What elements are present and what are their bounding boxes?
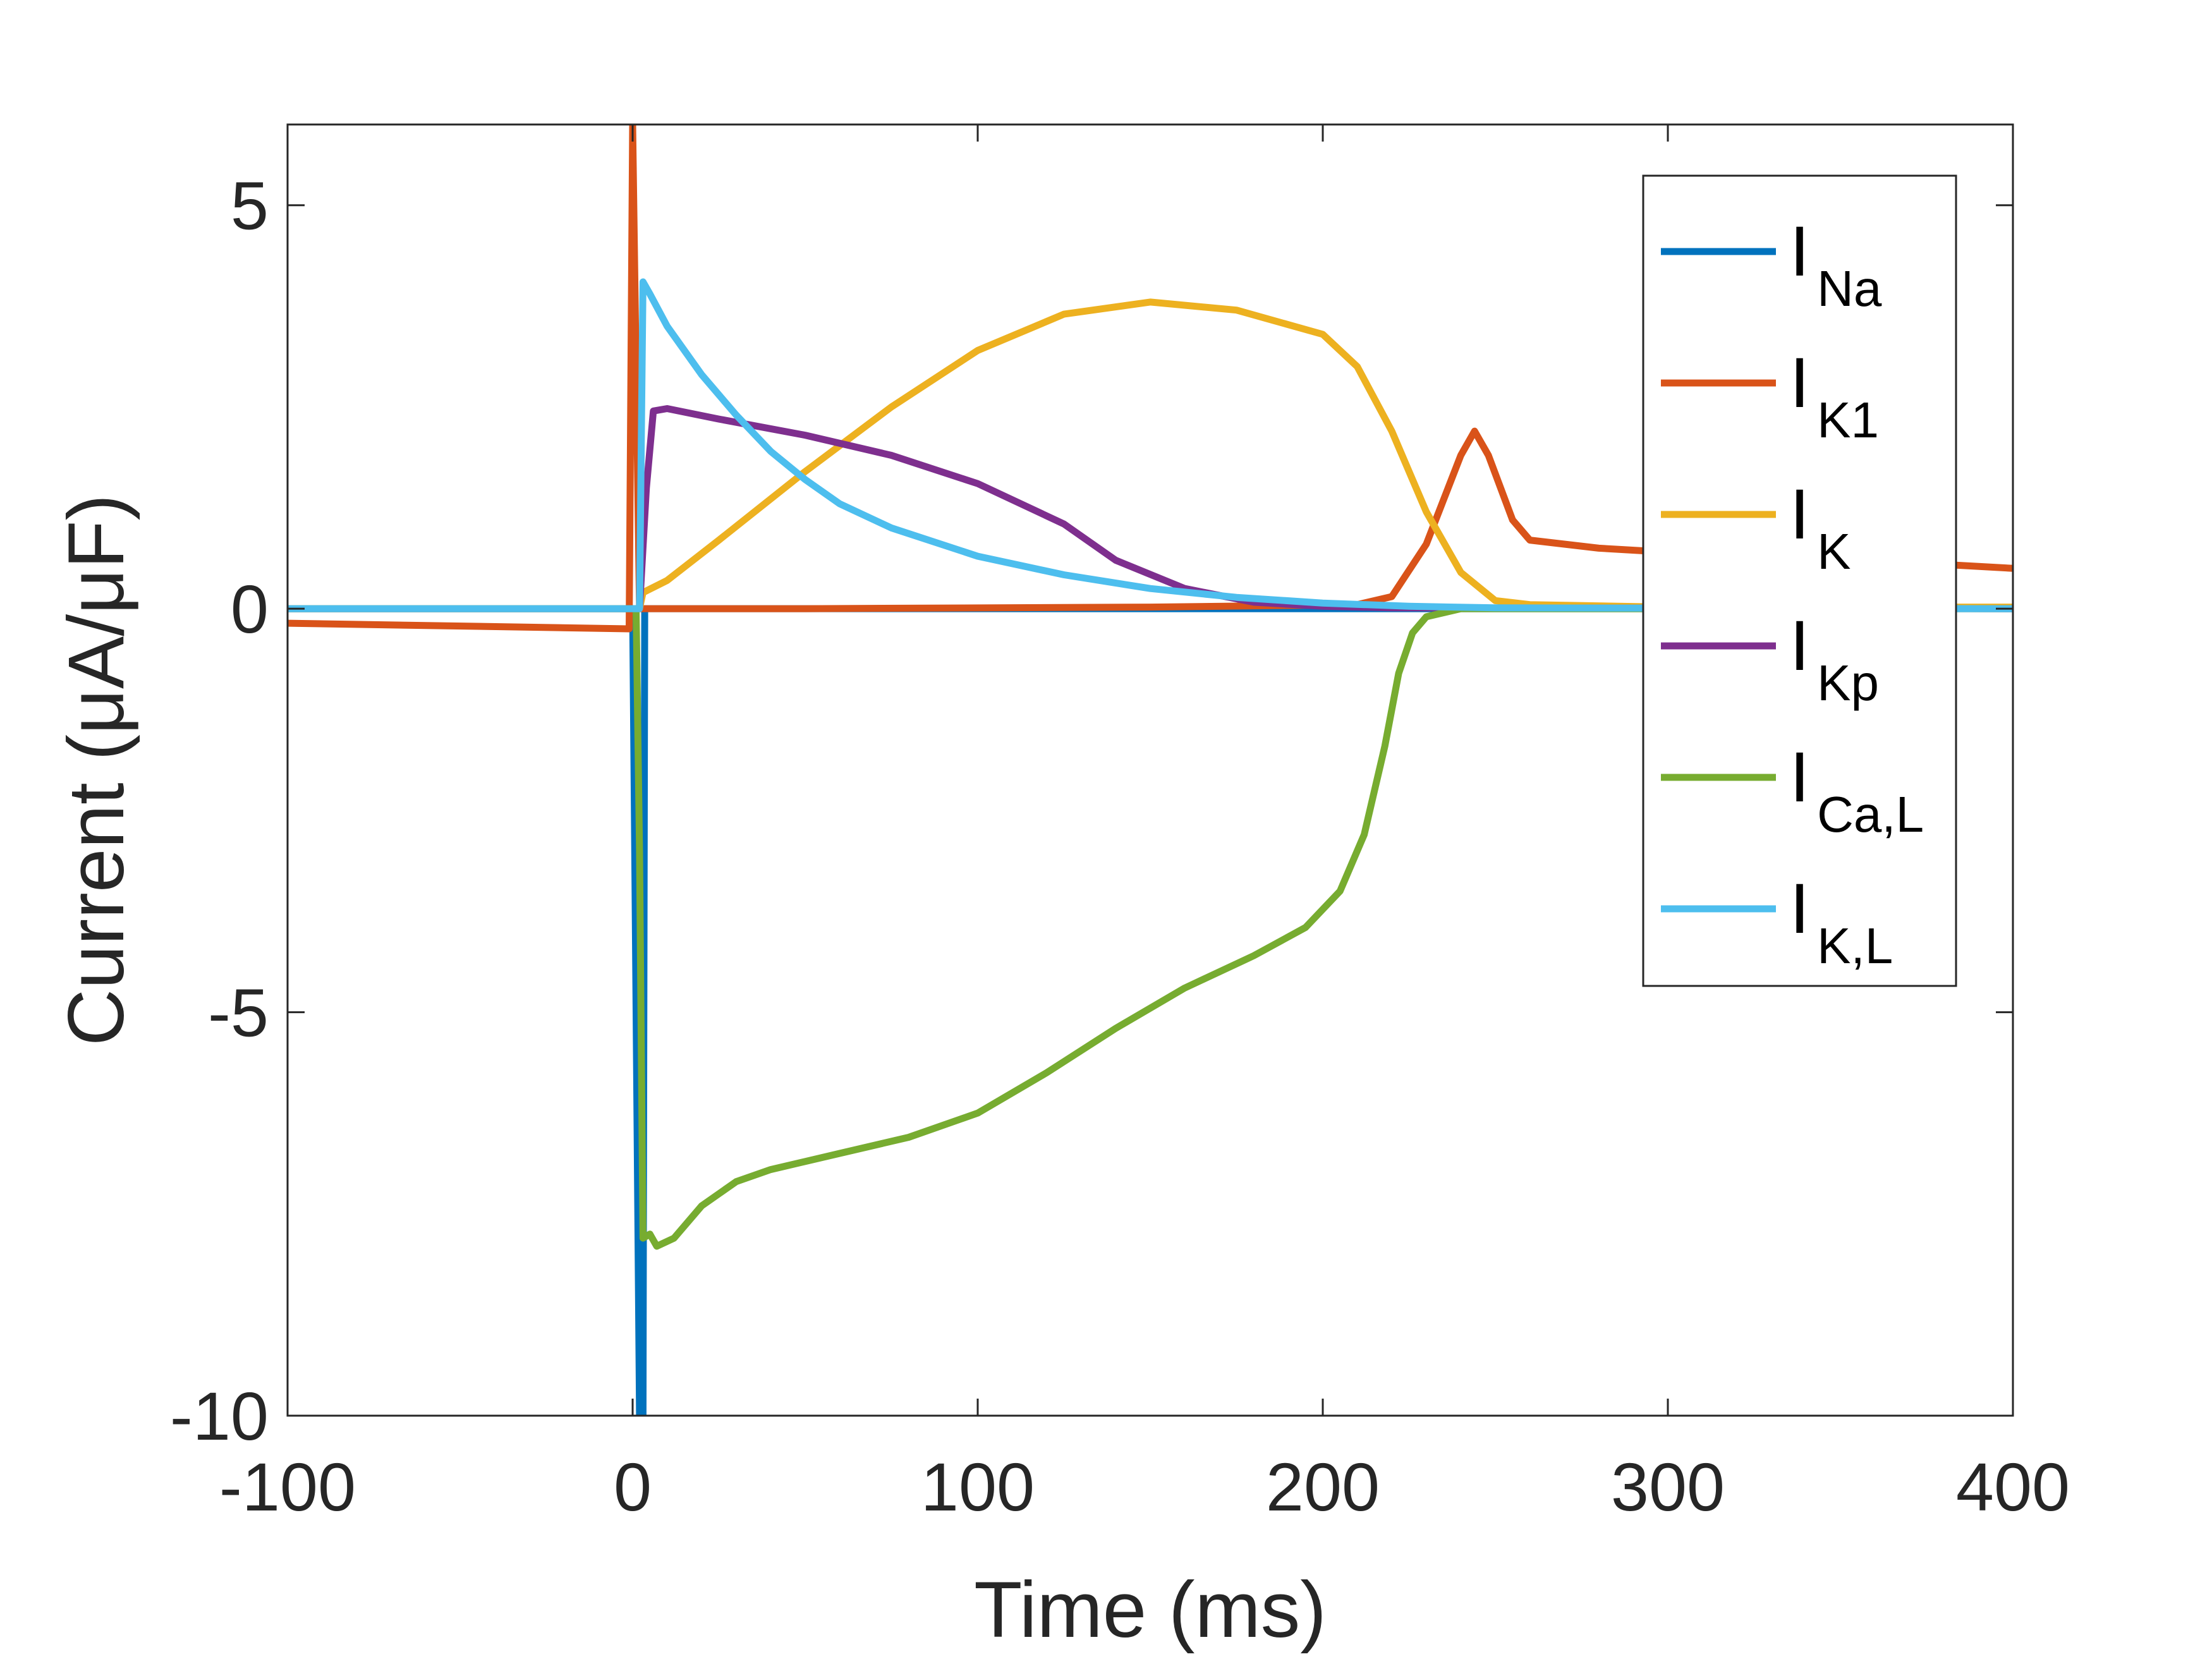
legend-label-main: I: [1790, 869, 1809, 948]
legend-label-sub: K1: [1817, 392, 1879, 448]
series-layer: [288, 125, 2013, 1416]
x-tick-label: 200: [1266, 1449, 1380, 1525]
legend-box: [1642, 174, 1957, 987]
x-tick-label: 100: [921, 1449, 1035, 1525]
series-line-i-ca-l: [288, 605, 2013, 1250]
legend-entry-i-na: I Na: [1790, 212, 1882, 317]
axes-box: [286, 123, 2014, 1417]
legend-label-sub: K: [1817, 523, 1850, 580]
y-tick-label: -10: [170, 1378, 269, 1454]
series-line-i-k: [288, 298, 2013, 612]
ticks-layer: -100 0 100 200 300 400 -10 -5 0 5: [170, 125, 2070, 1525]
legend-label-sub: Na: [1817, 260, 1882, 317]
x-axis-label: Time (ms): [974, 1566, 1327, 1654]
x-tick-label: 0: [614, 1449, 652, 1525]
series-line-i-k-l: [288, 278, 2013, 612]
legend-label-main: I: [1790, 475, 1809, 554]
y-tick-label: 5: [231, 167, 269, 244]
legend-entry-i-ca-l: I Ca,L: [1790, 738, 1924, 842]
legend-label-main: I: [1790, 212, 1809, 291]
legend-label-main: I: [1790, 738, 1809, 817]
legend-entry-i-k1: I K1: [1790, 343, 1879, 448]
legend-label-main: I: [1790, 606, 1809, 685]
y-tick-label: -5: [208, 975, 269, 1051]
legend-entry-i-k-l: I K,L: [1790, 869, 1893, 974]
legend-label-sub: Ca,L: [1817, 786, 1924, 842]
x-tick-label: -100: [219, 1449, 356, 1525]
y-axis-label: Current (μA/μF): [52, 494, 140, 1046]
legend-entry-i-kp: I Kp: [1790, 606, 1879, 711]
legend-label-main: I: [1790, 343, 1809, 422]
legend: I NaI K1I KI KpI Ca,LI K,L: [1642, 174, 1957, 987]
y-tick-label: 0: [231, 571, 269, 647]
legend-label-sub: K,L: [1817, 918, 1893, 974]
x-tick-label: 400: [1956, 1449, 2070, 1525]
x-tick-label: 300: [1611, 1449, 1725, 1525]
legend-label-sub: Kp: [1817, 655, 1879, 711]
